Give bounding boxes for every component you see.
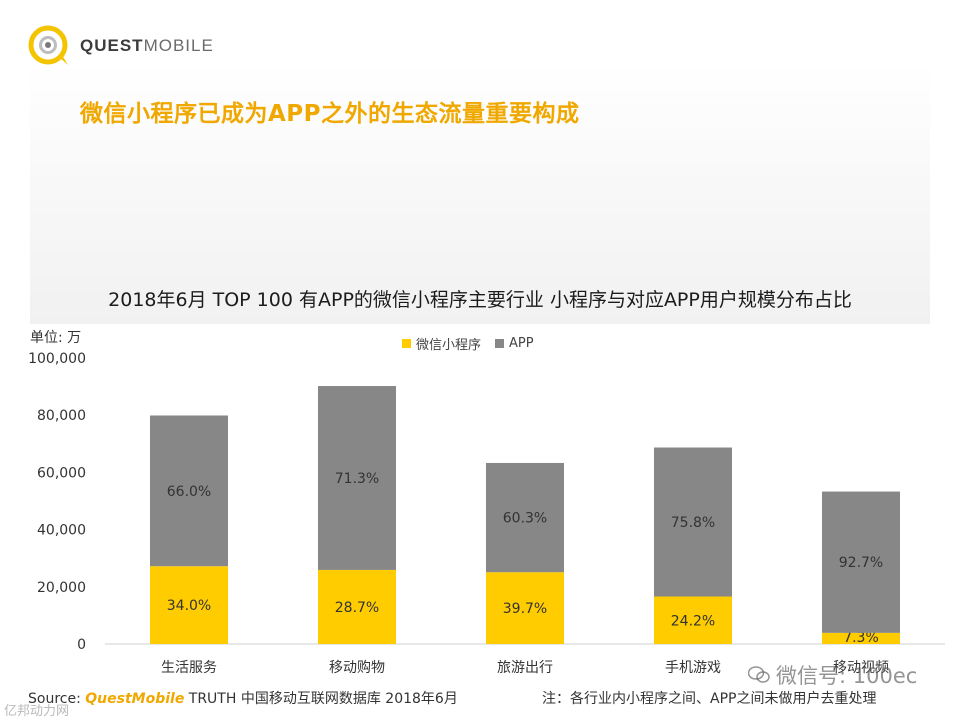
legend-swatch-miniprogram bbox=[402, 339, 411, 348]
bar-miniprogram bbox=[150, 566, 228, 644]
legend-item-miniprogram: 微信小程序 bbox=[402, 334, 481, 353]
legend-label-miniprogram: 微信小程序 bbox=[416, 338, 482, 353]
chart-title: 2018年6月 TOP 100 有APP的微信小程序主要行业 小程序与对应APP… bbox=[108, 289, 852, 311]
x-tick-label: 手机游戏 bbox=[665, 660, 721, 676]
header-background bbox=[30, 62, 930, 324]
wechat-watermark: 微信号: 100ec bbox=[748, 660, 917, 690]
bar-miniprogram bbox=[654, 596, 732, 644]
bar-miniprogram bbox=[822, 632, 900, 644]
data-label-app: 66.0% bbox=[167, 484, 211, 500]
data-label-app: 60.3% bbox=[503, 511, 547, 527]
bar-app bbox=[822, 491, 900, 633]
wechat-watermark-text: 微信号: 100ec bbox=[776, 664, 918, 688]
y-tick-label: 60,000 bbox=[37, 465, 86, 481]
legend-item-app: APP bbox=[495, 336, 534, 351]
bar-app bbox=[654, 447, 732, 597]
source-brand: QuestMobile bbox=[85, 691, 185, 707]
y-tick-label: 80,000 bbox=[37, 408, 86, 424]
data-label-app: 75.8% bbox=[671, 515, 715, 531]
y-tick-label: 20,000 bbox=[37, 580, 86, 596]
data-label-miniprogram: 28.7% bbox=[335, 600, 379, 616]
data-label-miniprogram: 24.2% bbox=[671, 613, 715, 629]
questmobile-logo-icon bbox=[28, 25, 68, 65]
chart-legend: 微信小程序 APP bbox=[402, 334, 548, 353]
legend-label-app: APP bbox=[509, 336, 534, 351]
data-label-app: 71.3% bbox=[335, 471, 379, 487]
logo-wordmark: QUESTMOBILE bbox=[80, 36, 214, 55]
source-note: Source: QuestMobile TRUTH 中国移动互联网数据库 201… bbox=[28, 691, 458, 707]
page-title: 微信小程序已成为APP之外的生态流量重要构成 bbox=[80, 101, 580, 127]
y-tick-label: 100,000 bbox=[28, 351, 86, 367]
data-label-miniprogram: 34.0% bbox=[167, 598, 211, 614]
data-label-miniprogram: 7.3% bbox=[843, 630, 879, 646]
footnote: 注：各行业内小程序之间、APP之间未做用户去重处理 bbox=[542, 691, 877, 707]
y-axis-unit-label: 单位: 万 bbox=[30, 330, 82, 346]
data-label-app: 92.7% bbox=[839, 555, 883, 571]
x-tick-label: 移动购物 bbox=[329, 660, 385, 676]
data-label-miniprogram: 39.7% bbox=[503, 601, 547, 617]
bar-app bbox=[318, 386, 396, 570]
x-tick-label: 生活服务 bbox=[161, 660, 217, 676]
y-tick-label: 40,000 bbox=[37, 523, 86, 539]
bar-app bbox=[486, 462, 564, 573]
site-watermark: 亿邦动力网 bbox=[4, 704, 70, 719]
wechat-icon bbox=[748, 666, 770, 683]
x-tick-label: 移动视频 bbox=[833, 660, 889, 676]
legend-swatch-app bbox=[495, 339, 505, 348]
y-tick-label: 0 bbox=[77, 637, 86, 653]
bar-miniprogram bbox=[486, 572, 564, 644]
bar-app bbox=[150, 415, 228, 567]
bar-miniprogram bbox=[318, 569, 396, 644]
questmobile-logo: QUESTMOBILE bbox=[26, 25, 214, 66]
x-tick-label: 旅游出行 bbox=[497, 660, 553, 676]
